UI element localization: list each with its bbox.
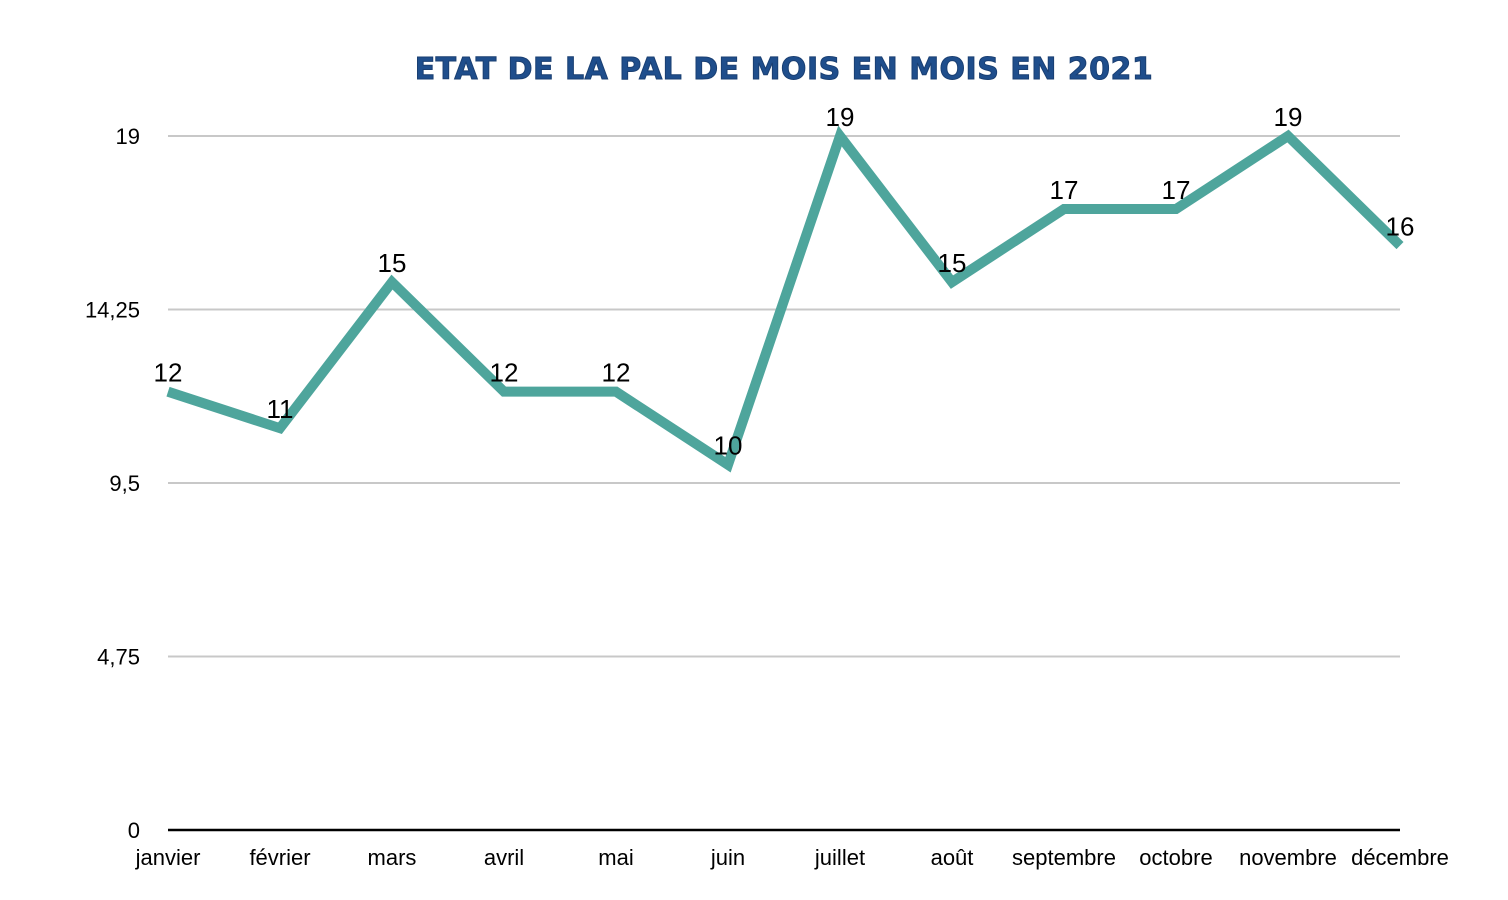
gridlines xyxy=(168,135,1400,832)
y-axis-ticks: 0 4,75 9,5 14,25 19 xyxy=(85,124,140,843)
data-label: 16 xyxy=(1386,212,1415,242)
chart-title: Etat de la PAL de mois en mois en 2021 xyxy=(414,52,1154,88)
series-line xyxy=(166,125,1404,473)
data-label: 19 xyxy=(1274,102,1303,132)
x-tick-label: novembre xyxy=(1239,845,1337,870)
x-tick-label: octobre xyxy=(1139,845,1212,870)
x-tick-label: septembre xyxy=(1012,845,1116,870)
y-tick-label: 9,5 xyxy=(109,471,140,496)
data-label: 12 xyxy=(154,358,183,388)
data-label: 11 xyxy=(267,394,294,424)
x-tick-label: février xyxy=(249,845,310,870)
series xyxy=(166,125,1404,473)
x-tick-label: mars xyxy=(368,845,417,870)
x-tick-label: juillet xyxy=(814,845,865,870)
x-tick-label: juin xyxy=(710,845,745,870)
data-label: 17 xyxy=(1162,175,1191,205)
x-tick-label: avril xyxy=(484,845,524,870)
data-label: 12 xyxy=(602,358,631,388)
data-label: 19 xyxy=(826,102,855,132)
x-tick-label: août xyxy=(931,845,974,870)
y-tick-label: 0 xyxy=(128,818,140,843)
data-label: 15 xyxy=(378,248,407,278)
x-tick-label: décembre xyxy=(1351,845,1449,870)
y-tick-label: 14,25 xyxy=(85,298,140,323)
x-tick-label: mai xyxy=(598,845,633,870)
y-tick-label: 19 xyxy=(116,124,140,149)
x-axis-ticks: janvier février mars avril mai juin juillet aoû… xyxy=(135,845,1449,870)
data-label: 10 xyxy=(714,431,743,461)
x-tick-label: janvier xyxy=(135,845,201,870)
y-tick-label: 4,75 xyxy=(97,645,140,670)
data-label: 17 xyxy=(1050,175,1079,205)
data-labels: 12 11 15 12 12 10 19 15 17 17 19 16 xyxy=(154,102,1415,461)
data-label: 15 xyxy=(938,248,967,278)
data-label: 12 xyxy=(490,358,519,388)
